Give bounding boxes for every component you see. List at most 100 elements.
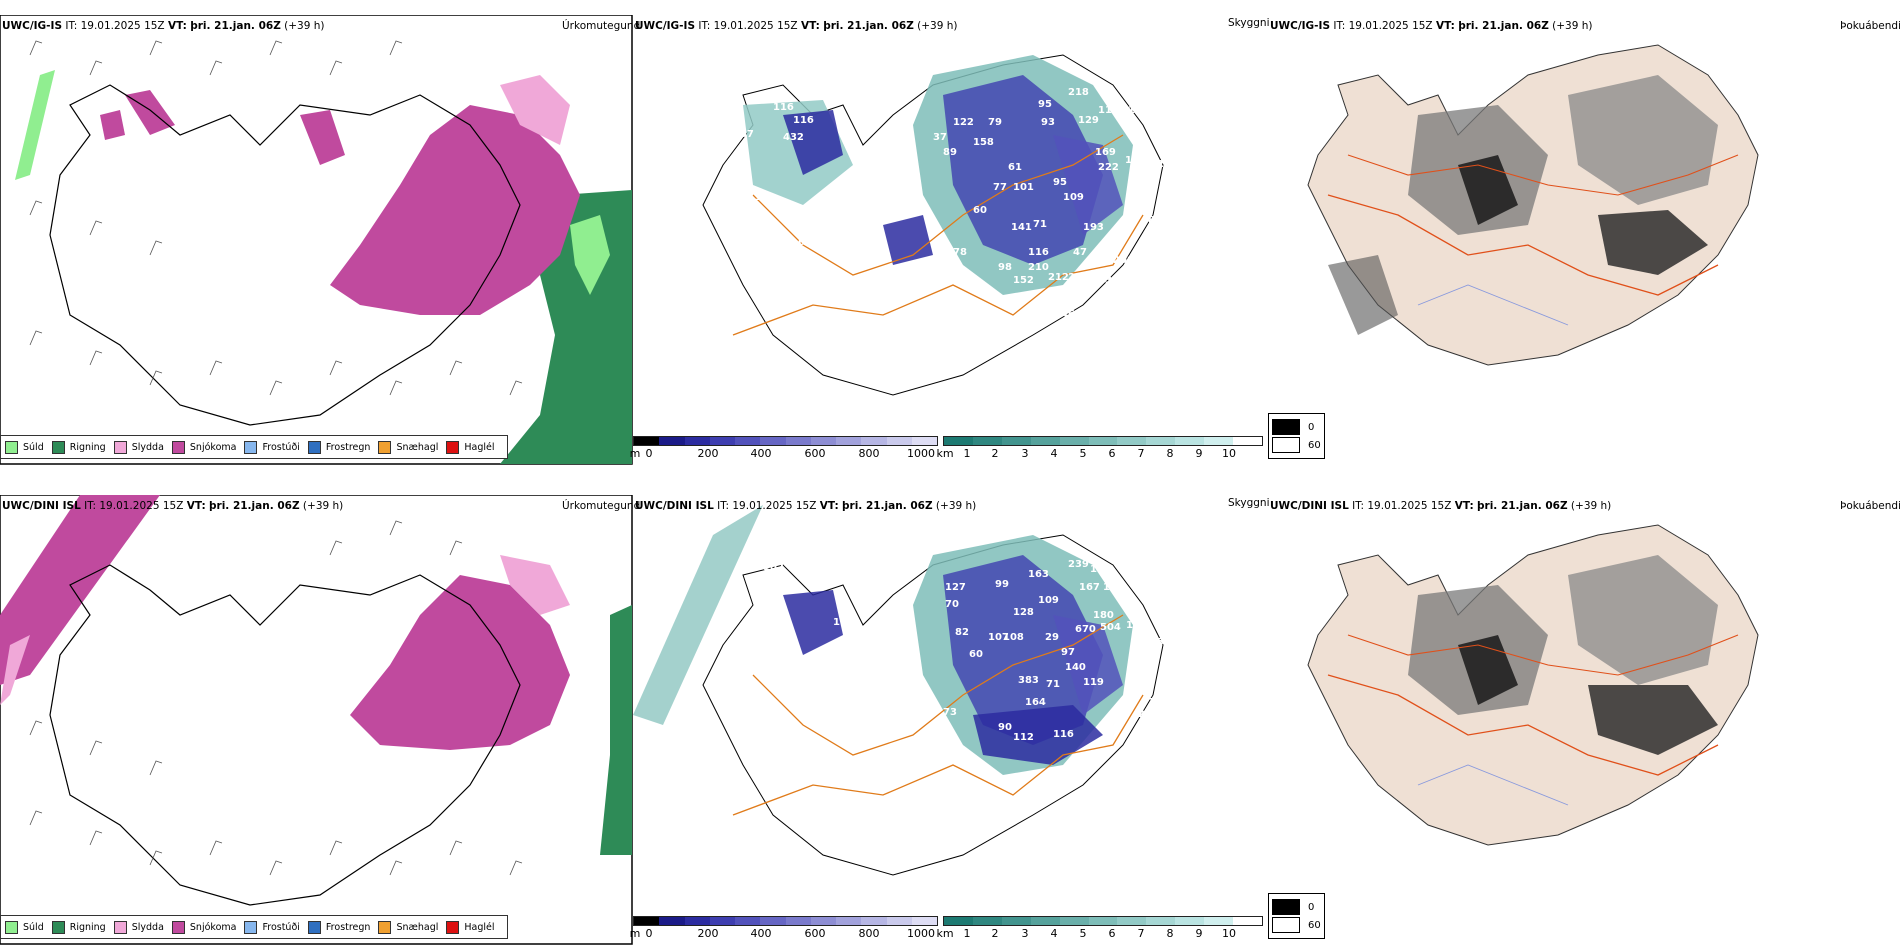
- colorbar-tick: 600: [804, 927, 826, 940]
- snow-label: 80: [1148, 215, 1162, 226]
- snow-label: 109: [1181, 165, 1202, 176]
- snow-label: 116: [793, 115, 814, 126]
- panel-title: Skyggni: [1228, 17, 1270, 29]
- snow-label: 93: [1041, 117, 1055, 128]
- snow-label: 94: [858, 232, 872, 243]
- legend-item: Rigning: [51, 440, 106, 454]
- snow-label: 220: [1068, 272, 1089, 283]
- snow-label: 89: [1103, 732, 1117, 743]
- snow-label: 126: [1090, 564, 1111, 575]
- legend-item: Slydda: [113, 920, 164, 934]
- colorbar-unit: km: [936, 927, 954, 940]
- snow-label: 71: [1033, 219, 1047, 230]
- legend-item: Frostregn: [307, 920, 370, 934]
- snow-label: 180: [1093, 610, 1114, 621]
- colorbar-tick: 800: [858, 447, 880, 460]
- snow-label: 82: [955, 627, 969, 638]
- snow-label: 78: [953, 247, 967, 258]
- snow-label: 115: [1098, 105, 1119, 116]
- colorbar-unit: m: [629, 447, 641, 460]
- snow-label: 152: [1013, 275, 1034, 286]
- snow-depth-labels: 116 116 157 432 97 89 61 77 101 95 109 6…: [733, 87, 1212, 320]
- snow-label: 90: [998, 722, 1012, 733]
- fog-panel-row1: UWC/IG-IS IT: 19.01.2025 15Z VT: þri. 21…: [1268, 15, 1900, 465]
- snow-label: 75: [1153, 617, 1167, 628]
- precip-type-panel-row1: UWC/IG-IS IT: 19.01.2025 15Z VT: þri. 21…: [0, 15, 640, 465]
- snow-depth-map: 102 111 103 106 127 70 99 163 82 60 107 …: [633, 505, 1202, 876]
- colorbar-tick: 1000: [907, 447, 935, 460]
- legend-item: Snæhagl: [378, 920, 438, 934]
- map-header: UWC/IG-IS IT: 19.01.2025 15Z VT: þri. 21…: [635, 20, 958, 32]
- legend-item: Snæhagl: [378, 440, 438, 454]
- snow-label: 146: [1153, 232, 1174, 243]
- snow-label: 103: [753, 599, 774, 610]
- snow-label: 109: [1063, 192, 1084, 203]
- snow-label: 85: [861, 707, 875, 718]
- snow-label: 158: [973, 137, 994, 148]
- fog-legend-item: 60: [1272, 917, 1321, 933]
- snow-label: 151: [1126, 620, 1147, 631]
- precip-legend: Súld Rigning Slydda Snjókoma Frostúði Fr…: [0, 915, 508, 939]
- snow-label: 504: [1100, 622, 1121, 633]
- snow-label: 169: [1095, 147, 1116, 158]
- legend-item: Snjókoma: [171, 920, 236, 934]
- snow-label: 122: [953, 117, 974, 128]
- snow-label: 129: [1078, 115, 1099, 126]
- colorbar-tick: 5: [1079, 447, 1087, 460]
- snow-label: 432: [783, 132, 804, 143]
- snow-label: 212: [1048, 272, 1069, 283]
- snow-label: 68: [798, 237, 812, 248]
- precip-type-panel-row2: UWC/DINI ISL IT: 19.01.2025 15Z VT: þri.…: [0, 495, 640, 945]
- colorbar-unit: km: [936, 447, 954, 460]
- colorbar-tick: 400: [750, 447, 772, 460]
- panel-title: Skyggni: [1228, 497, 1270, 509]
- legend-item: Frostregn: [307, 440, 370, 454]
- snow-label: 157: [751, 245, 772, 256]
- snow-label: 116: [1053, 729, 1074, 740]
- snow-label: 118: [1103, 582, 1124, 593]
- snow-label: 200: [1113, 255, 1134, 266]
- colorbar-tick: 200: [697, 927, 719, 940]
- visibility-colorbar: km 1 2 3 4 5 6 7 8 9 10: [936, 916, 1263, 940]
- snow-label: 178: [1118, 269, 1139, 280]
- snow-label: 192: [1143, 159, 1164, 170]
- colorbar-tick: 600: [804, 447, 826, 460]
- colorbar-tick: 1000: [907, 927, 935, 940]
- colorbar-tick: 10: [1222, 447, 1236, 460]
- legend-item: Rigning: [51, 920, 106, 934]
- colorbar-tick: 4: [1050, 927, 1058, 940]
- colorbar-tick: 7: [1137, 927, 1145, 940]
- colorbar-tick: 2: [991, 927, 999, 940]
- cloud-panel-row2: 102 111 103 106 127 70 99 163 82 60 107 …: [630, 495, 1270, 945]
- snow-label: 29: [1045, 632, 1059, 643]
- colorbar-tick: 0: [645, 927, 653, 940]
- snow-label: 263: [1178, 227, 1199, 238]
- fog-index-map: [1307, 524, 1759, 846]
- snow-label: 116: [773, 102, 794, 113]
- legend-item: Súld: [5, 920, 44, 934]
- colorbar-tick: 7: [1137, 447, 1145, 460]
- panel-title: Úrkomutegund: [562, 20, 641, 32]
- snow-label: 222: [1098, 162, 1119, 173]
- colorbar-tick: 10: [1222, 927, 1236, 940]
- snow-label: 72: [1118, 702, 1132, 713]
- fog-panel-row2: UWC/DINI ISL IT: 19.01.2025 15Z VT: þri.…: [1268, 495, 1900, 945]
- colorbar-tick: 2: [991, 447, 999, 460]
- snow-label: 70: [945, 599, 959, 610]
- snow-label: 140: [1143, 252, 1164, 263]
- snow-label: 97: [1165, 687, 1179, 698]
- snow-label: 65: [798, 692, 812, 703]
- snow-label: 89: [943, 147, 957, 158]
- snow-label: 99: [995, 579, 1009, 590]
- snow-label: 92: [813, 692, 827, 703]
- snow-label: 258: [1138, 709, 1159, 720]
- snow-label: 102: [763, 562, 784, 573]
- panel-title: Þokuábendi: [1840, 20, 1900, 32]
- snow-label: 141: [1011, 222, 1032, 233]
- legend-item: Haglél: [446, 920, 495, 934]
- snow-label: 109: [1038, 595, 1059, 606]
- snow-label: 82: [1188, 644, 1202, 655]
- snow-label: 108: [1003, 632, 1024, 643]
- snow-label: 73: [943, 707, 957, 718]
